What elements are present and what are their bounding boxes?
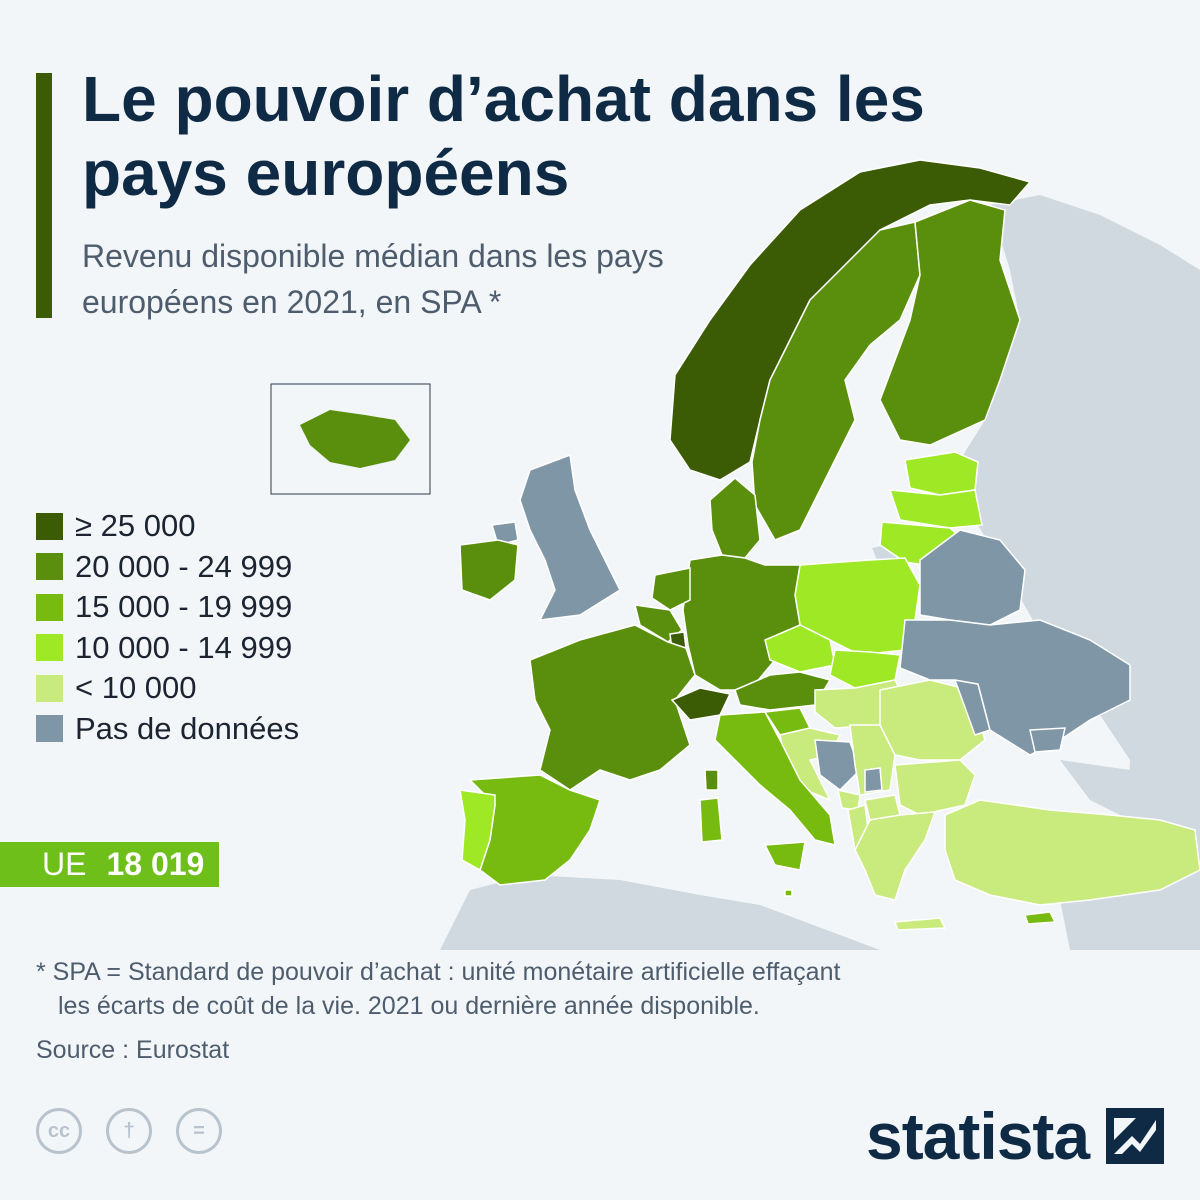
caucasus bbox=[1060, 760, 1200, 840]
page-subtitle: Revenu disponible médian dans les pays e… bbox=[82, 238, 664, 320]
legend-label: 10 000 - 14 999 bbox=[75, 629, 293, 665]
country-bielorussie bbox=[919, 529, 1026, 626]
source-note: Source : Eurostat bbox=[36, 1036, 230, 1064]
eu-average-badge: UE 18 019 bbox=[0, 842, 219, 887]
country-royaume-uni bbox=[519, 453, 621, 621]
country-lettonie bbox=[888, 489, 983, 529]
country-kosovo bbox=[864, 767, 883, 793]
europe-countries bbox=[459, 159, 1200, 931]
country-turquie bbox=[944, 799, 1200, 906]
legend-item: 10 000 - 14 999 bbox=[36, 628, 299, 669]
country-finlande bbox=[879, 199, 1021, 446]
country-suede bbox=[751, 221, 921, 541]
legend-swatch bbox=[36, 634, 63, 662]
country-estonie bbox=[904, 451, 979, 496]
no-derivatives-icon[interactable]: = bbox=[176, 1108, 222, 1154]
brand-logo-text[interactable]: statista bbox=[866, 1099, 1090, 1173]
country-sardaigne bbox=[699, 797, 723, 843]
footnote-line-2: les écarts de coût de la vie. 2021 ou de… bbox=[58, 992, 760, 1020]
russia bbox=[960, 195, 1200, 950]
country-corse bbox=[704, 769, 719, 791]
country-irlande-nord bbox=[491, 521, 519, 546]
legend-item: 15 000 - 19 999 bbox=[36, 587, 299, 628]
iceland-inset bbox=[270, 383, 431, 495]
legend-swatch bbox=[36, 715, 63, 743]
legend-label: ≥ 25 000 bbox=[75, 508, 196, 544]
legend-item: ≥ 25 000 bbox=[36, 506, 299, 547]
map-legend: ≥ 25 000 20 000 - 24 999 15 000 - 19 999… bbox=[36, 506, 299, 749]
country-islande bbox=[300, 410, 410, 468]
brand-logo-icon[interactable] bbox=[1106, 1108, 1164, 1164]
page-title: Le pouvoir d’achat dans les pays europée… bbox=[82, 63, 925, 209]
country-malte bbox=[784, 889, 793, 897]
country-france bbox=[529, 624, 696, 791]
country-crimee bbox=[1029, 727, 1066, 753]
eu-label: UE bbox=[42, 846, 87, 882]
legend-label: 15 000 - 19 999 bbox=[75, 589, 293, 625]
legend-swatch bbox=[36, 512, 63, 540]
legend-label: < 10 000 bbox=[75, 670, 197, 706]
cc-icon[interactable]: cc bbox=[36, 1108, 82, 1154]
kola bbox=[1060, 250, 1150, 320]
country-crete bbox=[893, 917, 947, 931]
legend-item: Pas de données bbox=[36, 709, 299, 750]
legend-item: < 10 000 bbox=[36, 668, 299, 709]
country-grece bbox=[854, 811, 937, 901]
north-africa bbox=[440, 875, 880, 950]
legend-label: 20 000 - 24 999 bbox=[75, 548, 293, 584]
country-bosnie bbox=[814, 739, 861, 791]
eu-value: 18 019 bbox=[106, 846, 205, 882]
country-irlande bbox=[459, 539, 519, 601]
inset-frame bbox=[270, 383, 431, 495]
country-norvege bbox=[669, 159, 1032, 481]
country-italie bbox=[714, 711, 836, 847]
europe-map bbox=[270, 159, 1200, 950]
country-sicile bbox=[763, 841, 806, 871]
legend-label: Pas de données bbox=[75, 710, 300, 746]
country-allemagne bbox=[682, 554, 801, 691]
country-danemark bbox=[709, 477, 761, 559]
country-ukraine bbox=[899, 619, 1131, 756]
legend-item: 20 000 - 24 999 bbox=[36, 547, 299, 588]
country-bulgarie bbox=[894, 759, 976, 816]
country-portugal bbox=[459, 789, 496, 872]
country-suisse bbox=[670, 687, 732, 721]
footnote-line-1: * SPA = Standard de pouvoir d’achat : un… bbox=[36, 958, 841, 986]
legend-swatch bbox=[36, 553, 63, 581]
legend-swatch bbox=[36, 593, 63, 621]
country-pays-bas bbox=[651, 567, 691, 611]
title-accent-bar bbox=[36, 73, 52, 318]
license-icons: cc † = bbox=[36, 1108, 246, 1154]
country-chypre bbox=[1023, 911, 1057, 925]
legend-swatch bbox=[36, 674, 63, 702]
footnote: * SPA = Standard de pouvoir d’achat : un… bbox=[36, 955, 1136, 1023]
attribution-icon[interactable]: † bbox=[106, 1108, 152, 1154]
